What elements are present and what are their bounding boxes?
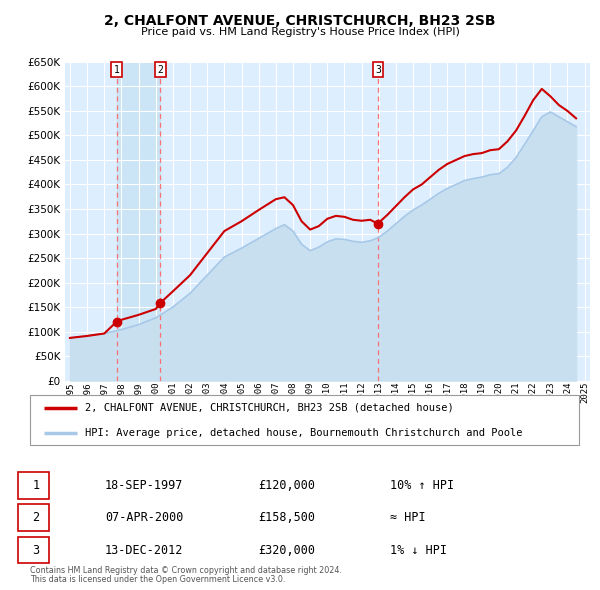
Text: £320,000: £320,000: [258, 543, 315, 557]
Text: Price paid vs. HM Land Registry's House Price Index (HPI): Price paid vs. HM Land Registry's House …: [140, 28, 460, 37]
Text: This data is licensed under the Open Government Licence v3.0.: This data is licensed under the Open Gov…: [30, 575, 286, 584]
Text: 1: 1: [32, 478, 40, 492]
Text: 2: 2: [157, 65, 163, 75]
Text: 1: 1: [113, 65, 119, 75]
Text: £158,500: £158,500: [258, 511, 315, 525]
Text: 2: 2: [32, 511, 40, 525]
Text: 10% ↑ HPI: 10% ↑ HPI: [390, 478, 454, 492]
Bar: [116, 62, 160, 381]
Text: 1% ↓ HPI: 1% ↓ HPI: [390, 543, 447, 557]
Text: 18-SEP-1997: 18-SEP-1997: [105, 478, 184, 492]
Text: £120,000: £120,000: [258, 478, 315, 492]
Text: 13-DEC-2012: 13-DEC-2012: [105, 543, 184, 557]
Text: Contains HM Land Registry data © Crown copyright and database right 2024.: Contains HM Land Registry data © Crown c…: [30, 566, 342, 575]
Text: 2, CHALFONT AVENUE, CHRISTCHURCH, BH23 2SB (detached house): 2, CHALFONT AVENUE, CHRISTCHURCH, BH23 2…: [85, 403, 454, 413]
Text: 3: 3: [32, 543, 40, 557]
Text: 3: 3: [375, 65, 381, 75]
Text: HPI: Average price, detached house, Bournemouth Christchurch and Poole: HPI: Average price, detached house, Bour…: [85, 428, 523, 438]
Text: 07-APR-2000: 07-APR-2000: [105, 511, 184, 525]
Text: ≈ HPI: ≈ HPI: [390, 511, 425, 525]
Text: 2, CHALFONT AVENUE, CHRISTCHURCH, BH23 2SB: 2, CHALFONT AVENUE, CHRISTCHURCH, BH23 2…: [104, 14, 496, 28]
